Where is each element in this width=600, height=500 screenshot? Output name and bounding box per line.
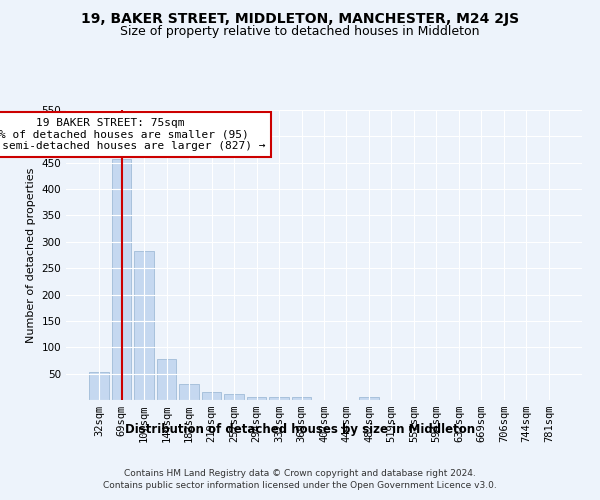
Bar xyxy=(202,392,221,400)
Bar xyxy=(179,384,199,400)
Y-axis label: Number of detached properties: Number of detached properties xyxy=(26,168,36,342)
Bar xyxy=(269,398,289,400)
Text: Distribution of detached houses by size in Middleton: Distribution of detached houses by size … xyxy=(125,422,475,436)
Bar xyxy=(89,372,109,400)
Text: Contains HM Land Registry data © Crown copyright and database right 2024.
Contai: Contains HM Land Registry data © Crown c… xyxy=(103,468,497,490)
Bar xyxy=(359,398,379,400)
Text: 19, BAKER STREET, MIDDLETON, MANCHESTER, M24 2JS: 19, BAKER STREET, MIDDLETON, MANCHESTER,… xyxy=(81,12,519,26)
Bar xyxy=(292,397,311,400)
Text: Size of property relative to detached houses in Middleton: Size of property relative to detached ho… xyxy=(120,25,480,38)
Bar xyxy=(112,159,131,400)
Bar xyxy=(247,398,266,400)
Bar xyxy=(157,359,176,400)
Bar xyxy=(134,251,154,400)
Text: 19 BAKER STREET: 75sqm
← 10% of detached houses are smaller (95)
89% of semi-det: 19 BAKER STREET: 75sqm ← 10% of detached… xyxy=(0,118,266,151)
Bar xyxy=(224,394,244,400)
